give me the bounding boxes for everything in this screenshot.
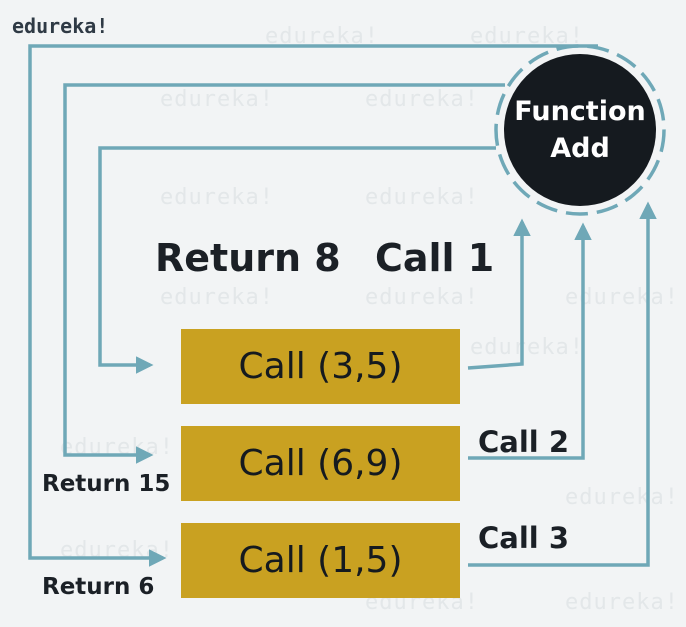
call-box-label: Call (3,5) — [238, 346, 403, 387]
function-node-line1: Function — [514, 96, 646, 127]
function-node-ring — [494, 44, 666, 216]
call-1-label: Call 1 — [375, 236, 495, 280]
return-8-label: Return 8 — [155, 236, 341, 280]
watermark: edureka! — [365, 285, 479, 310]
watermark: edureka! — [470, 335, 584, 360]
call-box-label: Call (1,5) — [238, 540, 403, 581]
watermark: edureka! — [365, 185, 479, 210]
edureka-logo: edureka! — [12, 14, 109, 38]
call-box-6-9: Call (6,9) — [181, 426, 460, 501]
return-15-label: Return 15 — [42, 471, 171, 497]
return-8-connector — [98, 146, 496, 374]
call-2-connector — [468, 222, 592, 460]
return-15-connector — [63, 83, 505, 464]
call-3-connector — [468, 201, 657, 567]
watermark: edureka! — [160, 185, 274, 210]
call-box-label: Call (6,9) — [238, 443, 403, 484]
function-node-label: Function Add — [502, 93, 658, 167]
watermark: edureka! — [365, 87, 479, 112]
watermark: edureka! — [160, 87, 274, 112]
return-6-label: Return 6 — [42, 574, 155, 600]
return-6-connector — [28, 44, 598, 567]
call-3-label: Call 3 — [478, 521, 570, 555]
call-box-3-5: Call (3,5) — [181, 329, 460, 404]
call-1-connector — [467, 218, 531, 370]
watermark: edureka! — [160, 285, 274, 310]
function-node-line2: Add — [550, 133, 610, 164]
call-box-1-5: Call (1,5) — [181, 523, 460, 598]
watermark: edureka! — [565, 485, 679, 510]
watermark: edureka! — [565, 590, 679, 615]
call-2-label: Call 2 — [478, 425, 570, 459]
